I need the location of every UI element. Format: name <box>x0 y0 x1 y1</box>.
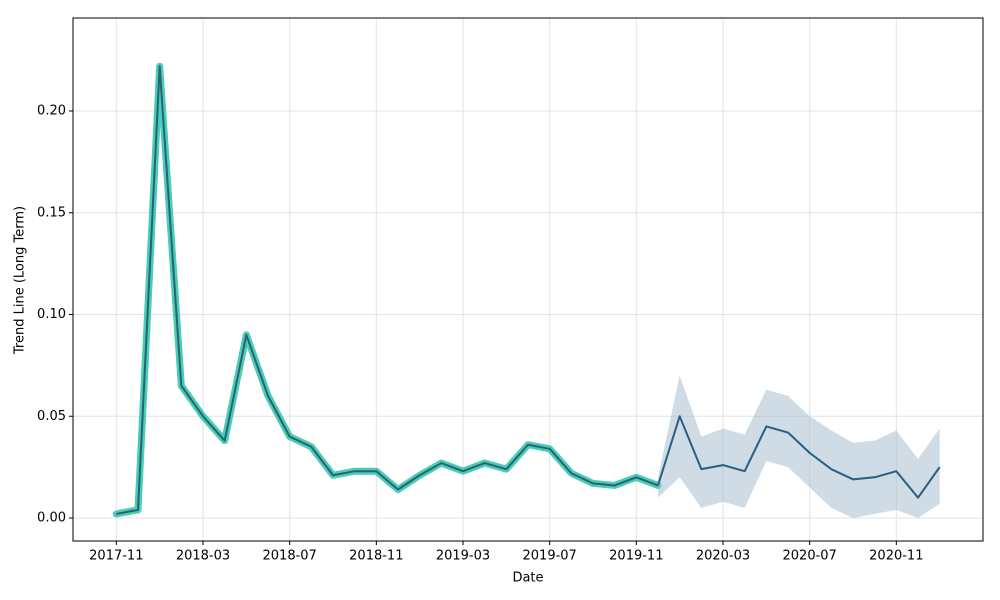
line-halo <box>112 62 662 518</box>
x-tick-label: 2019-11 <box>609 549 663 564</box>
x-tick-label: 2020-03 <box>696 549 750 564</box>
confidence-band <box>658 375 940 519</box>
x-tick-label: 2018-03 <box>176 549 230 564</box>
y-tick-label: 0.15 <box>37 205 66 220</box>
x-tick-label: 2018-07 <box>263 549 317 564</box>
x-tick-label: 2020-11 <box>869 549 923 564</box>
y-tick-label: 0.00 <box>37 511 66 526</box>
x-axis-label: Date <box>512 571 543 586</box>
x-tick-label: 2018-11 <box>349 549 403 564</box>
y-tick-label: 0.20 <box>37 104 66 119</box>
y-tick-label: 0.10 <box>37 307 66 322</box>
x-tick-label: 2017-11 <box>89 549 143 564</box>
y-tick-label: 0.05 <box>37 409 66 424</box>
y-axis-label: Trend Line (Long Term) <box>13 206 28 355</box>
line <box>116 65 659 515</box>
x-tick-label: 2020-07 <box>783 549 837 564</box>
plot-frame <box>72 17 984 542</box>
x-tick-label: 2019-07 <box>523 549 577 564</box>
line <box>657 415 941 499</box>
x-tick-label: 2019-03 <box>436 549 490 564</box>
